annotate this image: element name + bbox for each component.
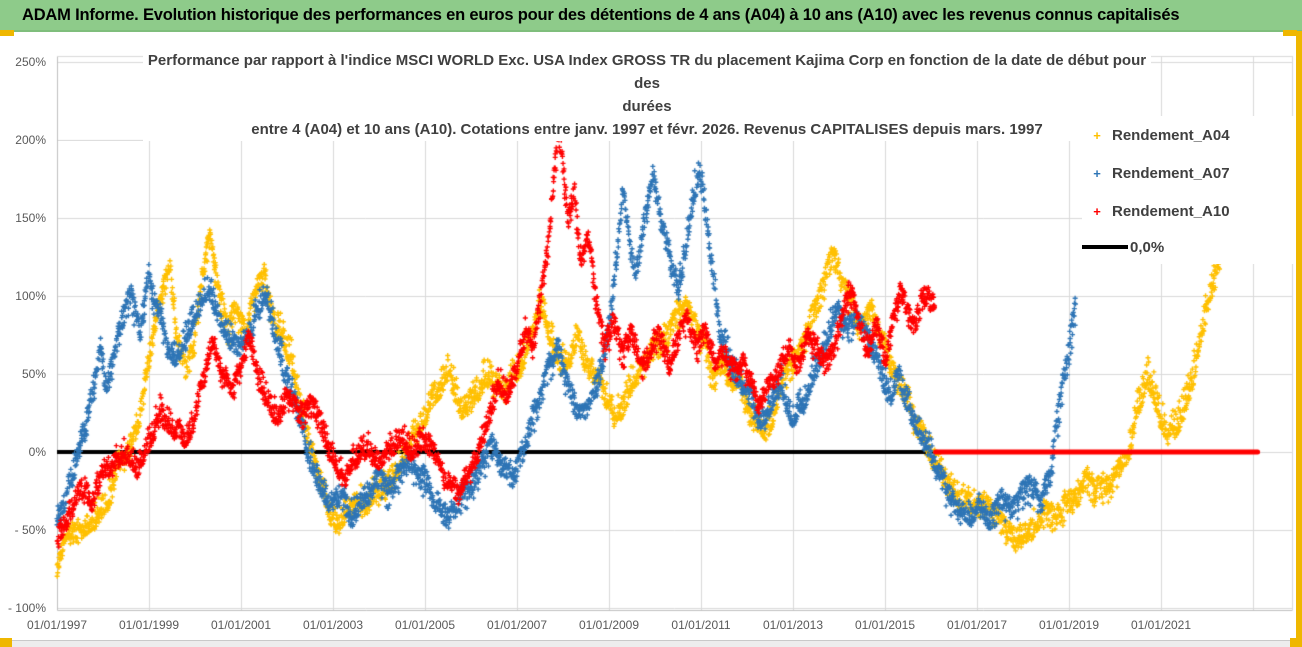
y-tick-label: - 100%: [7, 601, 46, 615]
corner-handle-bottom-left: [0, 638, 12, 647]
x-tick-label: 01/01/2019: [1038, 618, 1100, 632]
y-tick-label: 200%: [15, 133, 46, 147]
chart-title: Performance par rapport à l'indice MSCI …: [143, 49, 1151, 141]
y-axis-labels: 250% 200% 150% 100% 50% 0% - 50% - 100%: [0, 0, 54, 647]
legend-label: Rendement_A10: [1112, 202, 1230, 220]
y-tick-label: 150%: [15, 211, 46, 225]
corner-handle-top-left: [0, 30, 14, 36]
x-tick-label: 01/01/2017: [946, 618, 1008, 632]
header-bar: ADAM Informe. Evolution historique des p…: [0, 0, 1302, 32]
x-tick-label: 01/01/2005: [394, 618, 456, 632]
x-tick-label: 01/01/2015: [854, 618, 916, 632]
header-title: ADAM Informe. Evolution historique des p…: [22, 5, 1180, 24]
x-tick-label: 01/01/2003: [302, 618, 364, 632]
x-tick-label: 01/01/2009: [578, 618, 640, 632]
right-border: [1296, 31, 1302, 641]
chart-title-line-3: entre 4 (A04) et 10 ans (A10). Cotations…: [251, 121, 1043, 138]
legend-label: Rendement_A07: [1112, 164, 1230, 182]
chart-title-line-2: durées: [622, 98, 672, 115]
y-tick-label: 250%: [15, 55, 46, 69]
corner-handle-top-right: [1283, 30, 1297, 36]
legend-item-rendement_a04: + Rendement_A04: [1082, 116, 1294, 154]
bottom-strip: [0, 640, 1302, 647]
x-tick-label: 01/01/2021: [1130, 618, 1192, 632]
legend-item-zero-line: 0,0%: [1082, 230, 1294, 264]
x-tick-label: 01/01/2001: [210, 618, 272, 632]
y-tick-label: 100%: [15, 289, 46, 303]
y-tick-label: 50%: [21, 367, 46, 381]
legend-label: 0,0%: [1130, 238, 1165, 256]
chart-title-line-1: Performance par rapport à l'indice MSCI …: [147, 52, 1147, 92]
corner-handle-bottom-right: [1290, 638, 1302, 647]
x-tick-label: 01/01/1997: [26, 618, 88, 632]
x-tick-label: 01/01/2011: [671, 618, 731, 632]
legend: + Rendement_A04 + Rendement_A07 + Rendement_A…: [1082, 116, 1294, 264]
x-tick-label: 01/01/1999: [118, 618, 180, 632]
y-tick-label: - 50%: [14, 523, 46, 537]
y-tick-label: 0%: [28, 445, 46, 459]
legend-marker-icon: +: [1093, 165, 1101, 181]
legend-item-rendement_a07: + Rendement_A07: [1082, 154, 1294, 192]
x-tick-label: 01/01/2007: [486, 618, 548, 632]
legend-item-rendement_a10: + Rendement_A10: [1082, 192, 1294, 230]
x-tick-label: 01/01/2013: [762, 618, 824, 632]
legend-marker-icon: +: [1093, 203, 1101, 219]
legend-marker-icon: +: [1093, 127, 1101, 143]
legend-label: Rendement_A04: [1112, 126, 1230, 144]
zero-line-sample: [1082, 245, 1128, 249]
